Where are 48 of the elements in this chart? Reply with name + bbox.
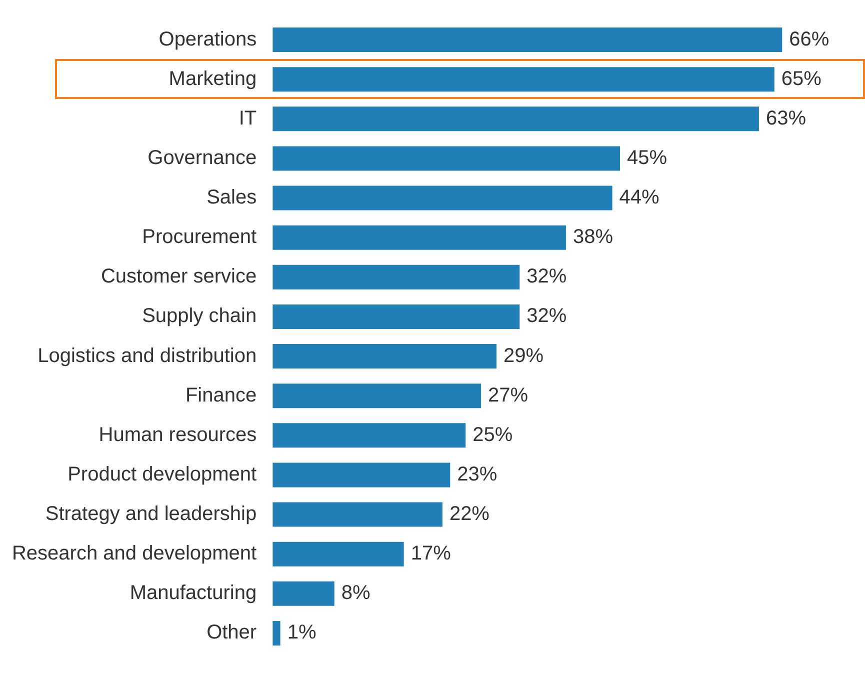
y-tick-label: Sales <box>206 186 257 209</box>
bar <box>272 304 520 329</box>
bar <box>272 225 566 250</box>
bar <box>272 264 520 290</box>
bar <box>272 462 450 488</box>
y-tick-label: Strategy and leadership <box>45 503 257 526</box>
bar <box>272 581 334 606</box>
bar <box>272 106 759 132</box>
bar <box>272 186 612 210</box>
data-label: 44% <box>619 186 660 209</box>
data-label: 25% <box>472 424 513 446</box>
y-tick-label: Finance <box>185 384 257 406</box>
y-tick-label: Product development <box>68 463 258 486</box>
data-label: 32% <box>526 305 567 328</box>
data-label: 8% <box>341 582 370 604</box>
y-tick-label: Research and development <box>12 542 258 565</box>
y-tick-label: Manufacturing <box>130 582 257 604</box>
y-tick-label: Human resources <box>98 424 257 446</box>
y-tick-label: Supply chain <box>142 305 257 328</box>
data-label: 32% <box>526 266 567 288</box>
y-tick-label: IT <box>238 107 257 130</box>
data-label: 65% <box>781 68 822 90</box>
data-label: 22% <box>449 503 490 526</box>
y-tick-label: Governance <box>148 146 257 169</box>
data-label: 23% <box>457 463 498 486</box>
bar <box>272 620 280 646</box>
data-label: 45% <box>627 146 668 169</box>
data-label: 66% <box>789 28 830 50</box>
y-tick-label: Procurement <box>142 226 258 248</box>
y-tick-label: Logistics and distribution <box>38 344 257 367</box>
bar <box>272 28 782 52</box>
y-tick-label: Operations <box>158 28 257 50</box>
bar <box>272 423 466 448</box>
y-tick-label: Marketing <box>168 68 257 90</box>
y-tick-label: Other <box>206 622 257 644</box>
bar <box>272 384 482 408</box>
data-label: 17% <box>410 542 452 565</box>
data-label: 1% <box>287 622 316 644</box>
bar <box>272 67 774 92</box>
data-label: 38% <box>572 226 614 248</box>
bar <box>272 146 620 171</box>
bar <box>272 542 404 566</box>
bar <box>272 344 496 369</box>
data-label: 27% <box>488 384 528 406</box>
y-tick-label: Customer service <box>100 266 257 288</box>
data-label: 63% <box>766 107 806 130</box>
bar <box>272 502 442 527</box>
data-label: 29% <box>503 344 544 367</box>
